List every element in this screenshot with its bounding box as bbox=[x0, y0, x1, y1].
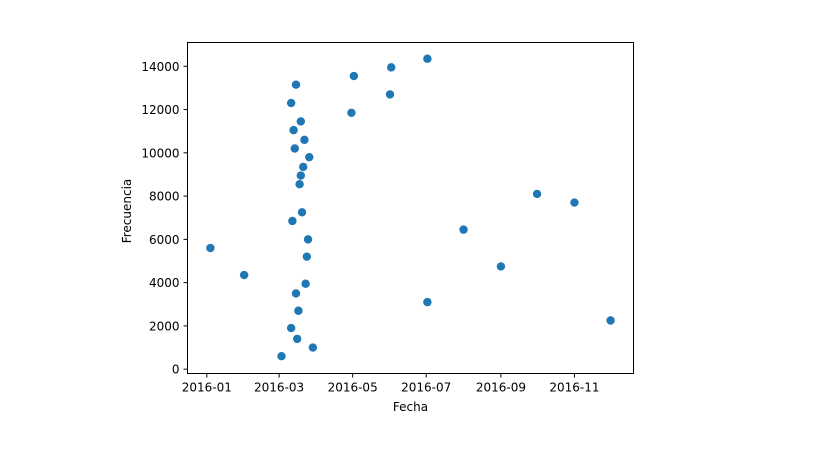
y-tick-label-1: 2000 bbox=[149, 319, 180, 333]
data-point-16 bbox=[299, 162, 308, 172]
data-point-15 bbox=[297, 208, 307, 217]
y-tick-label-3: 6000 bbox=[149, 233, 180, 247]
y-tick-label-4: 8000 bbox=[149, 190, 180, 204]
y-tick-label-2: 4000 bbox=[149, 276, 180, 290]
y-tick-label-7: 14000 bbox=[141, 60, 179, 74]
points-layer bbox=[206, 54, 615, 361]
x-tick-label-1: 2016-03 bbox=[254, 381, 304, 395]
y-axis-label: Frecuencia bbox=[120, 179, 134, 244]
data-point-23 bbox=[347, 108, 356, 118]
data-point-10 bbox=[292, 334, 302, 344]
y-tick-label-5: 10000 bbox=[141, 146, 179, 160]
plot-frame bbox=[187, 42, 634, 374]
x-tick-label-4: 2016-09 bbox=[476, 381, 526, 395]
data-point-1 bbox=[239, 270, 249, 280]
y-axis-ticks: 0 2000 4000 6000 8000 10000 12000 14000 bbox=[141, 60, 188, 377]
data-point-5 bbox=[288, 216, 297, 226]
data-point-29 bbox=[459, 225, 468, 234]
data-point-30 bbox=[496, 262, 506, 271]
x-tick-label-2: 2016-05 bbox=[328, 381, 378, 395]
data-point-28 bbox=[423, 54, 432, 63]
x-tick-label-3: 2016-07 bbox=[401, 381, 451, 395]
data-point-25 bbox=[385, 90, 395, 99]
y-tick-label-0: 0 bbox=[172, 363, 180, 377]
plot-area bbox=[187, 42, 634, 374]
data-point-4 bbox=[286, 98, 296, 108]
data-point-31 bbox=[532, 189, 542, 199]
data-point-20 bbox=[303, 235, 313, 244]
data-point-6 bbox=[289, 125, 298, 135]
data-point-19 bbox=[302, 252, 312, 261]
data-point-2 bbox=[277, 351, 286, 361]
data-point-21 bbox=[305, 152, 314, 162]
x-axis-label: Fecha bbox=[393, 400, 428, 414]
data-point-32 bbox=[570, 198, 579, 207]
data-point-22 bbox=[308, 343, 318, 352]
data-point-11 bbox=[294, 306, 303, 315]
data-point-12 bbox=[295, 180, 304, 189]
data-point-3 bbox=[286, 323, 296, 333]
data-point-7 bbox=[290, 144, 299, 153]
y-tick-label-6: 12000 bbox=[141, 103, 179, 117]
data-point-13 bbox=[296, 171, 306, 180]
data-point-18 bbox=[301, 279, 310, 288]
data-point-33 bbox=[606, 316, 615, 325]
data-point-27 bbox=[423, 297, 432, 307]
data-point-24 bbox=[349, 71, 359, 81]
data-point-17 bbox=[300, 135, 309, 145]
data-point-0 bbox=[206, 243, 215, 253]
data-point-8 bbox=[291, 80, 301, 89]
data-point-9 bbox=[291, 289, 301, 298]
data-point-14 bbox=[296, 117, 306, 126]
x-tick-label-0: 2016-01 bbox=[182, 381, 232, 395]
x-tick-label-5: 2016-11 bbox=[549, 381, 599, 395]
x-axis-ticks: 2016-01 2016-03 2016-05 2016-07 2016-09 2016-… bbox=[182, 373, 600, 395]
data-point-26 bbox=[387, 63, 396, 72]
